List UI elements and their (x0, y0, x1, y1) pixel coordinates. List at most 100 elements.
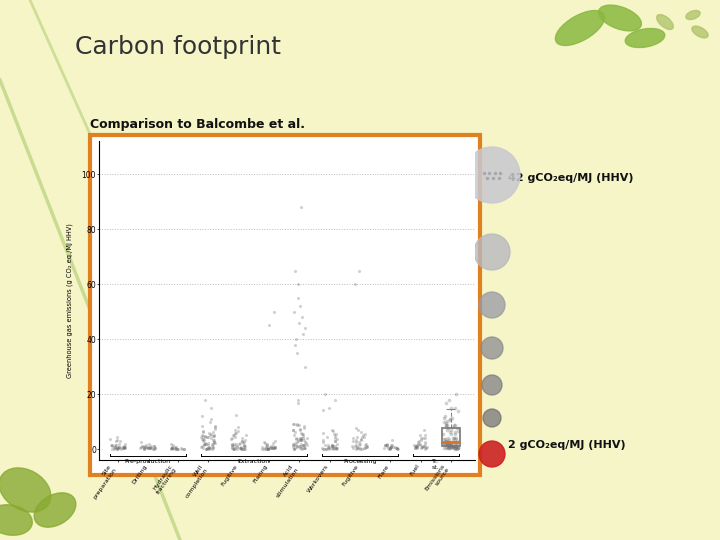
Point (446, 442, 458, 451)
Point (234, 440, 246, 448)
Point (392, 444, 403, 453)
Point (449, 444, 460, 453)
Point (441, 437, 452, 446)
Point (323, 443, 335, 451)
Point (201, 444, 212, 453)
Point (410, 442, 422, 450)
Point (357, 431, 369, 440)
Point (331, 435, 343, 443)
Point (199, 431, 211, 440)
Point (392, 443, 403, 452)
Point (384, 443, 395, 452)
Point (262, 444, 274, 453)
Point (236, 437, 248, 445)
Point (323, 444, 335, 453)
Point (444, 442, 455, 451)
Point (207, 440, 219, 449)
Point (293, 420, 305, 429)
Point (355, 435, 366, 444)
Point (441, 417, 453, 426)
Point (322, 442, 333, 451)
Point (439, 435, 451, 443)
Point (139, 445, 150, 454)
Point (413, 436, 425, 445)
Point (291, 435, 302, 443)
Point (449, 420, 460, 429)
Point (379, 440, 390, 449)
Point (104, 435, 116, 443)
Point (449, 435, 461, 443)
Point (382, 442, 393, 450)
Point (442, 440, 454, 449)
Point (440, 420, 451, 429)
Point (229, 426, 240, 434)
Point (296, 436, 307, 444)
Point (351, 444, 363, 453)
Point (347, 443, 359, 452)
Point (291, 438, 302, 447)
Point (451, 444, 462, 453)
Point (197, 437, 209, 445)
Point (228, 430, 240, 439)
Point (167, 444, 179, 453)
Point (240, 431, 252, 440)
Point (449, 442, 460, 450)
Point (269, 437, 280, 445)
Point (143, 443, 154, 452)
Point (414, 441, 426, 449)
Text: Tr.
st.: Tr. st. (432, 458, 440, 469)
Point (444, 428, 456, 437)
Point (205, 414, 217, 423)
Point (228, 444, 239, 453)
Point (113, 440, 125, 448)
Ellipse shape (625, 29, 665, 48)
Point (240, 442, 251, 451)
Point (449, 433, 460, 442)
Text: 1.4 gCO₂eq/MJ: 1.4 gCO₂eq/MJ (271, 449, 360, 459)
Point (120, 443, 131, 452)
Point (118, 443, 130, 451)
Point (295, 435, 307, 444)
Point (230, 440, 242, 448)
Point (385, 441, 397, 450)
Point (256, 444, 268, 453)
Point (452, 443, 464, 452)
Point (287, 442, 299, 451)
Point (199, 440, 210, 449)
Point (419, 445, 431, 454)
Point (351, 443, 363, 451)
Point (289, 443, 301, 452)
Point (144, 444, 156, 453)
Point (418, 442, 429, 450)
Point (300, 324, 311, 333)
Point (234, 444, 246, 453)
Point (390, 444, 402, 453)
Point (289, 428, 301, 436)
Point (198, 440, 210, 449)
Point (438, 414, 449, 422)
Point (414, 440, 426, 448)
Point (202, 433, 213, 442)
Point (420, 438, 431, 447)
Point (330, 436, 341, 445)
Point (356, 444, 368, 453)
Point (356, 433, 367, 441)
Point (381, 441, 392, 450)
Point (118, 443, 130, 451)
Point (390, 443, 401, 451)
Point (207, 431, 218, 440)
Point (196, 412, 207, 421)
Point (359, 429, 371, 438)
Point (197, 428, 209, 436)
Point (256, 443, 267, 451)
Point (414, 431, 426, 440)
Point (287, 426, 299, 435)
Circle shape (481, 337, 503, 359)
Point (168, 444, 180, 453)
Point (449, 421, 460, 430)
Point (452, 407, 464, 415)
Point (325, 441, 337, 449)
Point (175, 444, 186, 453)
Point (207, 436, 218, 444)
Point (387, 436, 398, 444)
